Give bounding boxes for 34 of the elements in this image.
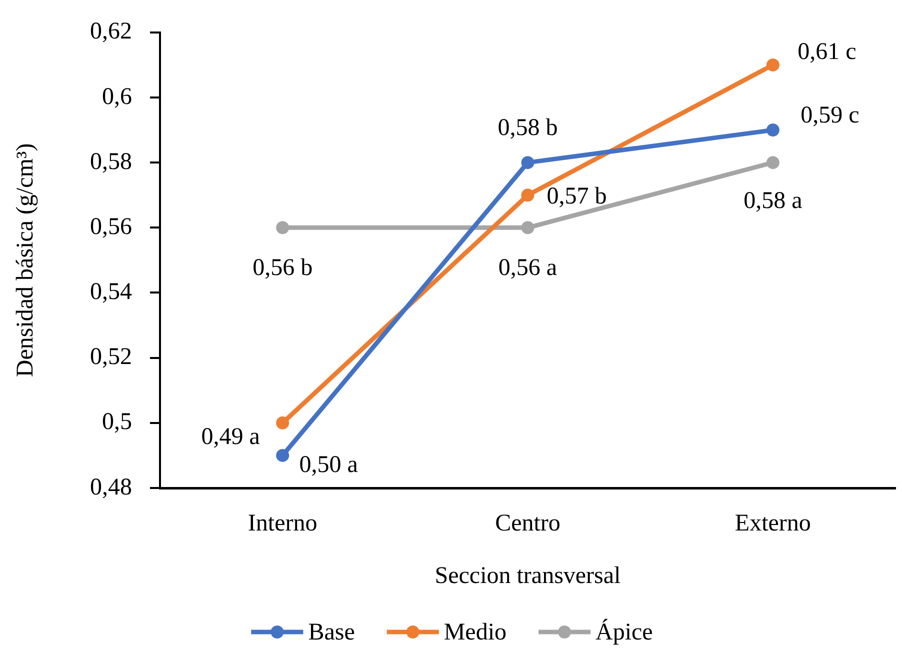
legend-label: Medio (444, 619, 507, 646)
x-axis-title: Seccion transversal (434, 562, 622, 589)
legend-label: Ápice (596, 618, 653, 646)
data-label: 0,56 b (252, 254, 313, 281)
data-label: 0,56 a (498, 254, 558, 281)
point (521, 188, 534, 202)
point (766, 58, 780, 72)
y-tick-label: 0,58 (90, 148, 132, 175)
y-tick-label: 0,62 (90, 18, 132, 45)
point (276, 416, 290, 430)
y-tick-label: 0,56 (90, 214, 132, 240)
y-tick-label: 0,5 (102, 409, 132, 436)
y-tick-label: 0,48 (90, 474, 132, 500)
data-label: 0,61 c (798, 39, 856, 66)
x-tick-label: Externo (734, 510, 811, 537)
legend-label: Base (308, 619, 355, 646)
data-label: 0,59 c (800, 102, 860, 128)
y-tick-label: 0,54 (90, 279, 132, 306)
point (521, 221, 534, 234)
data-label: 0,58 b (498, 114, 558, 141)
point (766, 124, 780, 137)
data-label: 0,49 a (201, 424, 260, 450)
point (521, 156, 534, 170)
point (276, 221, 290, 234)
x-tick-label: Centro (495, 510, 560, 537)
y-tick-label: 0,6 (102, 84, 132, 110)
y-axis-title: Densidad básica (g/cm³) (12, 143, 39, 378)
data-label: 0,50 a (299, 452, 358, 478)
point (276, 448, 290, 462)
data-label: 0,58 a (744, 188, 803, 214)
y-tick-label: 0,52 (90, 344, 132, 370)
data-label: 0,57 b (546, 183, 607, 210)
x-tick-label: Interno (248, 510, 318, 537)
point (766, 156, 780, 170)
